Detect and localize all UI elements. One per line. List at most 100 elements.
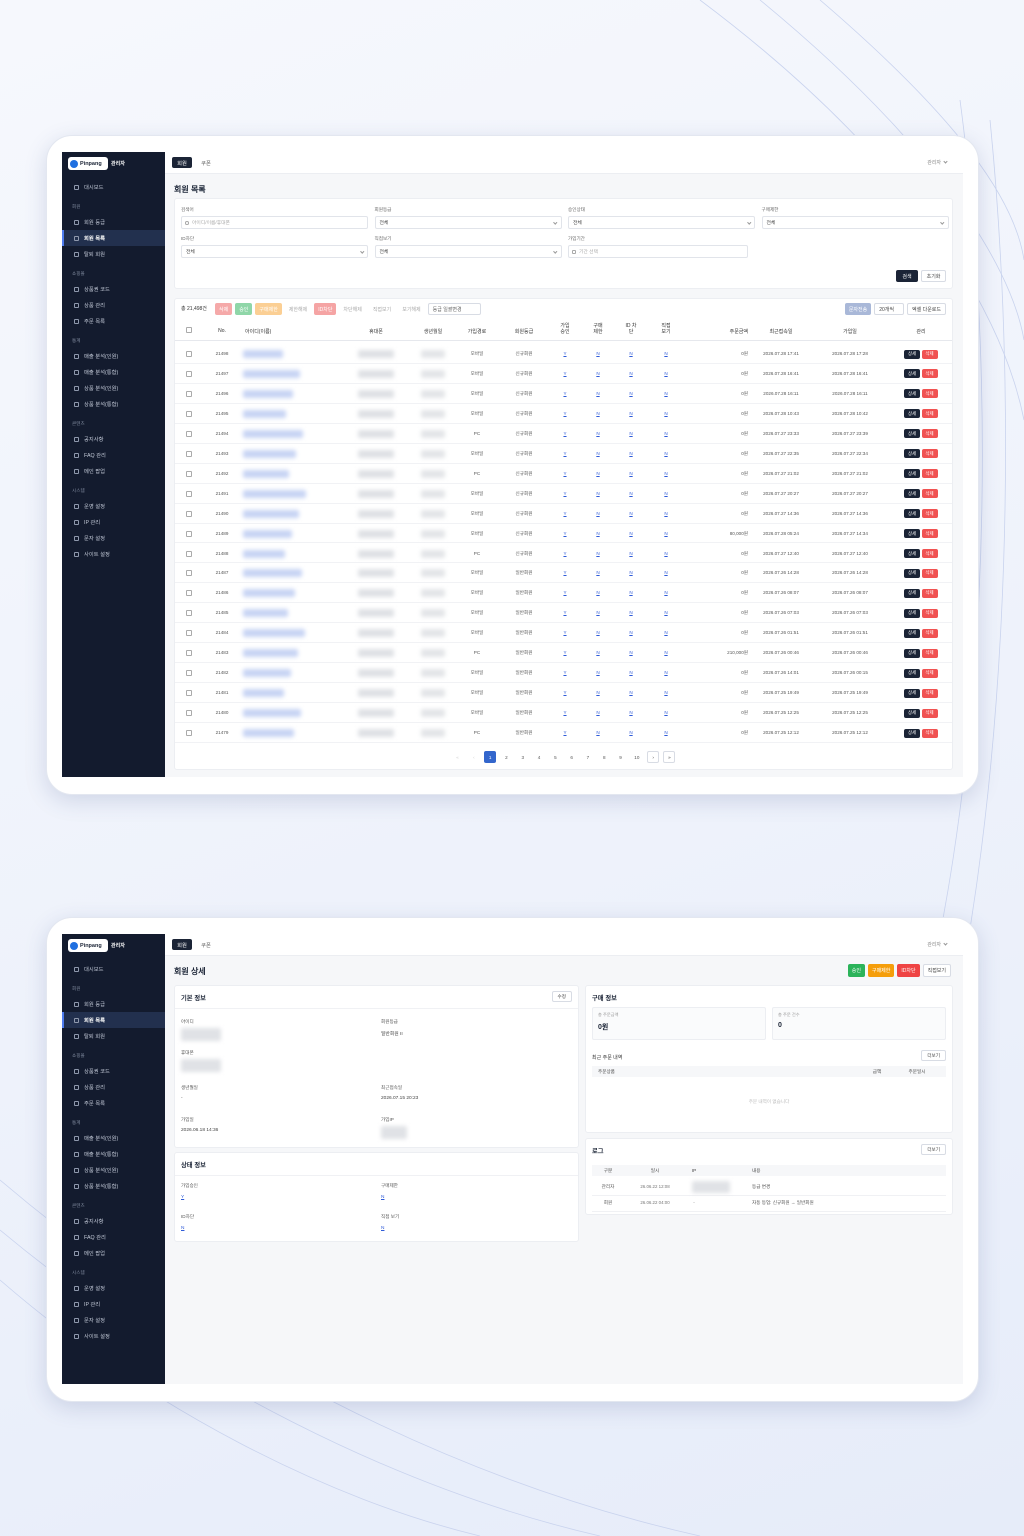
tab[interactable]: 쿠폰 xyxy=(201,160,211,167)
detail-button[interactable]: 상세 xyxy=(904,708,920,718)
filter-input[interactable]: 전체 xyxy=(181,245,368,258)
delete-button[interactable]: 삭제 xyxy=(921,349,938,359)
menu-item[interactable]: 회원 등급 xyxy=(62,214,165,230)
bulk-action-button[interactable]: 승인 xyxy=(235,303,253,315)
page-button[interactable]: 10 xyxy=(634,754,640,760)
delete-button[interactable]: 삭제 xyxy=(921,549,938,558)
page-button[interactable]: » xyxy=(663,751,676,763)
status-link[interactable]: N xyxy=(596,510,600,516)
status-link[interactable]: Y xyxy=(563,490,567,496)
menu-item[interactable]: 문자 설정 xyxy=(62,1312,165,1328)
menu-item[interactable]: IP 관리 xyxy=(62,1296,165,1312)
status-link[interactable]: N xyxy=(664,470,668,476)
delete-button[interactable]: 삭제 xyxy=(921,489,938,499)
status-link[interactable]: Y xyxy=(563,670,567,676)
delete-button[interactable]: 삭제 xyxy=(921,369,938,379)
user-menu[interactable]: 관리자 xyxy=(927,942,941,948)
checkbox[interactable] xyxy=(186,650,192,657)
status-link[interactable]: Y xyxy=(181,1195,185,1200)
menu-item[interactable]: 매출 분석(통합) xyxy=(62,1146,165,1162)
status-link[interactable]: N xyxy=(664,690,668,696)
status-link[interactable]: N xyxy=(181,1226,185,1231)
filter-input[interactable]: 전체 xyxy=(374,245,562,258)
status-link[interactable]: N xyxy=(664,730,668,736)
menu-item[interactable]: 상품 분석(통합) xyxy=(62,1178,165,1194)
more-button[interactable]: 더보기 xyxy=(921,1144,946,1155)
status-link[interactable]: N xyxy=(629,650,633,656)
detail-button[interactable]: 상세 xyxy=(904,509,920,519)
status-link[interactable]: Y xyxy=(563,450,567,456)
checkbox[interactable] xyxy=(186,630,192,637)
status-link[interactable]: Y xyxy=(563,730,567,736)
status-link[interactable]: Y xyxy=(563,470,567,476)
delete-button[interactable]: 삭제 xyxy=(921,588,938,598)
detail-button[interactable]: 상세 xyxy=(904,349,920,359)
bulk-action-button[interactable]: 구매제한 xyxy=(255,303,282,315)
checkbox[interactable] xyxy=(186,690,192,697)
status-link[interactable]: N xyxy=(629,390,633,396)
status-link[interactable]: N xyxy=(596,530,600,536)
detail-button[interactable]: 상세 xyxy=(904,608,920,618)
delete-button[interactable]: 삭제 xyxy=(921,628,938,638)
detail-button[interactable]: 상세 xyxy=(904,389,920,399)
status-link[interactable]: N xyxy=(596,630,600,636)
detail-button[interactable]: 상세 xyxy=(904,728,920,738)
search-button[interactable]: 검색 xyxy=(896,270,918,282)
menu-item[interactable]: FAQ 관리 xyxy=(62,1229,165,1245)
delete-button[interactable]: 삭제 xyxy=(921,449,938,459)
page-button[interactable]: 7 xyxy=(586,754,590,760)
action-button[interactable]: 승인 xyxy=(847,964,865,977)
page-button[interactable]: 4 xyxy=(537,754,541,760)
status-link[interactable]: N xyxy=(381,1226,385,1231)
status-link[interactable]: N xyxy=(664,650,668,656)
bulk-action-button[interactable]: 보기해제 xyxy=(402,306,421,313)
status-link[interactable]: N xyxy=(664,570,668,576)
status-link[interactable]: N xyxy=(664,351,668,356)
menu-item[interactable]: FAQ 관리 xyxy=(62,447,165,463)
status-link[interactable]: N xyxy=(664,410,668,416)
status-link[interactable]: N xyxy=(596,450,600,456)
delete-button[interactable]: 삭제 xyxy=(921,668,938,678)
bulk-action-button[interactable]: 삭제 xyxy=(215,303,233,315)
menu-item[interactable]: 사이트 설정 xyxy=(62,546,165,562)
status-link[interactable]: N xyxy=(596,590,600,596)
checkbox[interactable] xyxy=(186,730,192,737)
bulk-action-button[interactable]: 차단해제 xyxy=(343,306,362,313)
status-link[interactable]: N xyxy=(629,690,633,696)
checkbox[interactable] xyxy=(186,351,192,357)
menu-item[interactable]: 상품권 코드 xyxy=(62,281,165,297)
status-link[interactable]: Y xyxy=(563,650,567,656)
action-button[interactable]: 구매제한 xyxy=(867,964,895,977)
status-link[interactable]: N xyxy=(596,470,600,476)
menu-item[interactable]: 운영 설정 xyxy=(62,1280,165,1296)
menu-item[interactable]: 탈퇴 회원 xyxy=(62,246,165,262)
menu-item[interactable]: 문자 설정 xyxy=(62,530,165,546)
page-button[interactable]: « xyxy=(456,754,459,760)
delete-button[interactable]: 삭제 xyxy=(921,608,938,618)
detail-button[interactable]: 상세 xyxy=(904,449,920,459)
menu-item[interactable]: 대시보드 xyxy=(62,961,165,977)
status-link[interactable]: Y xyxy=(563,690,567,696)
status-link[interactable]: Y xyxy=(563,710,567,716)
status-link[interactable]: N xyxy=(596,410,600,416)
status-link[interactable]: N xyxy=(664,490,668,496)
menu-item[interactable]: 주문 목록 xyxy=(62,313,165,329)
delete-button[interactable]: 삭제 xyxy=(921,469,938,479)
status-link[interactable]: N xyxy=(664,510,668,516)
checkbox[interactable] xyxy=(186,327,192,333)
menu-item[interactable]: 사이트 설정 xyxy=(62,1328,165,1344)
status-link[interactable]: N xyxy=(664,550,668,556)
tab[interactable]: 회원 xyxy=(172,157,192,168)
checkbox[interactable] xyxy=(186,670,192,677)
detail-button[interactable]: 상세 xyxy=(904,409,920,419)
detail-button[interactable]: 상세 xyxy=(904,668,920,678)
status-link[interactable]: N xyxy=(629,530,633,536)
filter-input[interactable]: 전체 xyxy=(568,216,755,229)
menu-item[interactable]: 회원 목록 xyxy=(62,230,165,246)
status-link[interactable]: N xyxy=(629,610,633,616)
status-link[interactable]: N xyxy=(629,630,633,636)
status-link[interactable]: N xyxy=(381,1195,385,1200)
detail-button[interactable]: 상세 xyxy=(904,549,920,558)
status-link[interactable]: Y xyxy=(563,610,567,616)
toolbar-button[interactable]: 엑셀 다운로드 xyxy=(907,303,946,315)
